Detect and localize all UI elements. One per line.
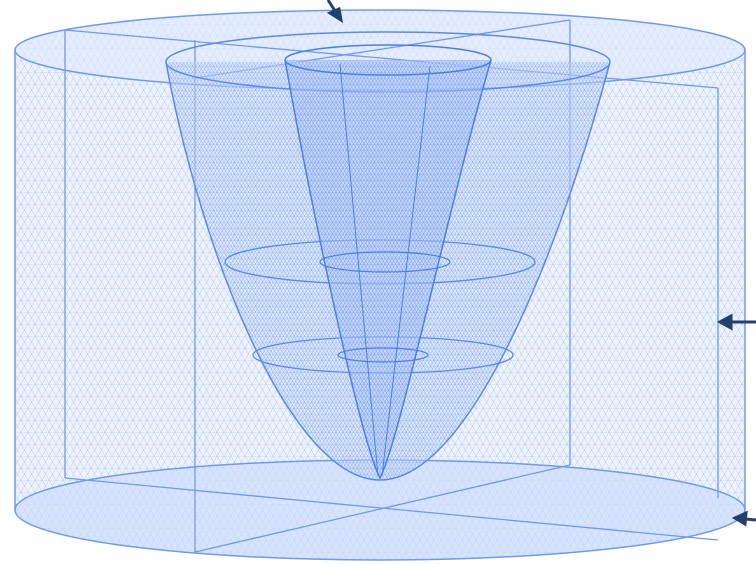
page: (() => { const data = JSON.parse(documen… <box>0 0 756 565</box>
mesh-figure <box>0 0 756 565</box>
